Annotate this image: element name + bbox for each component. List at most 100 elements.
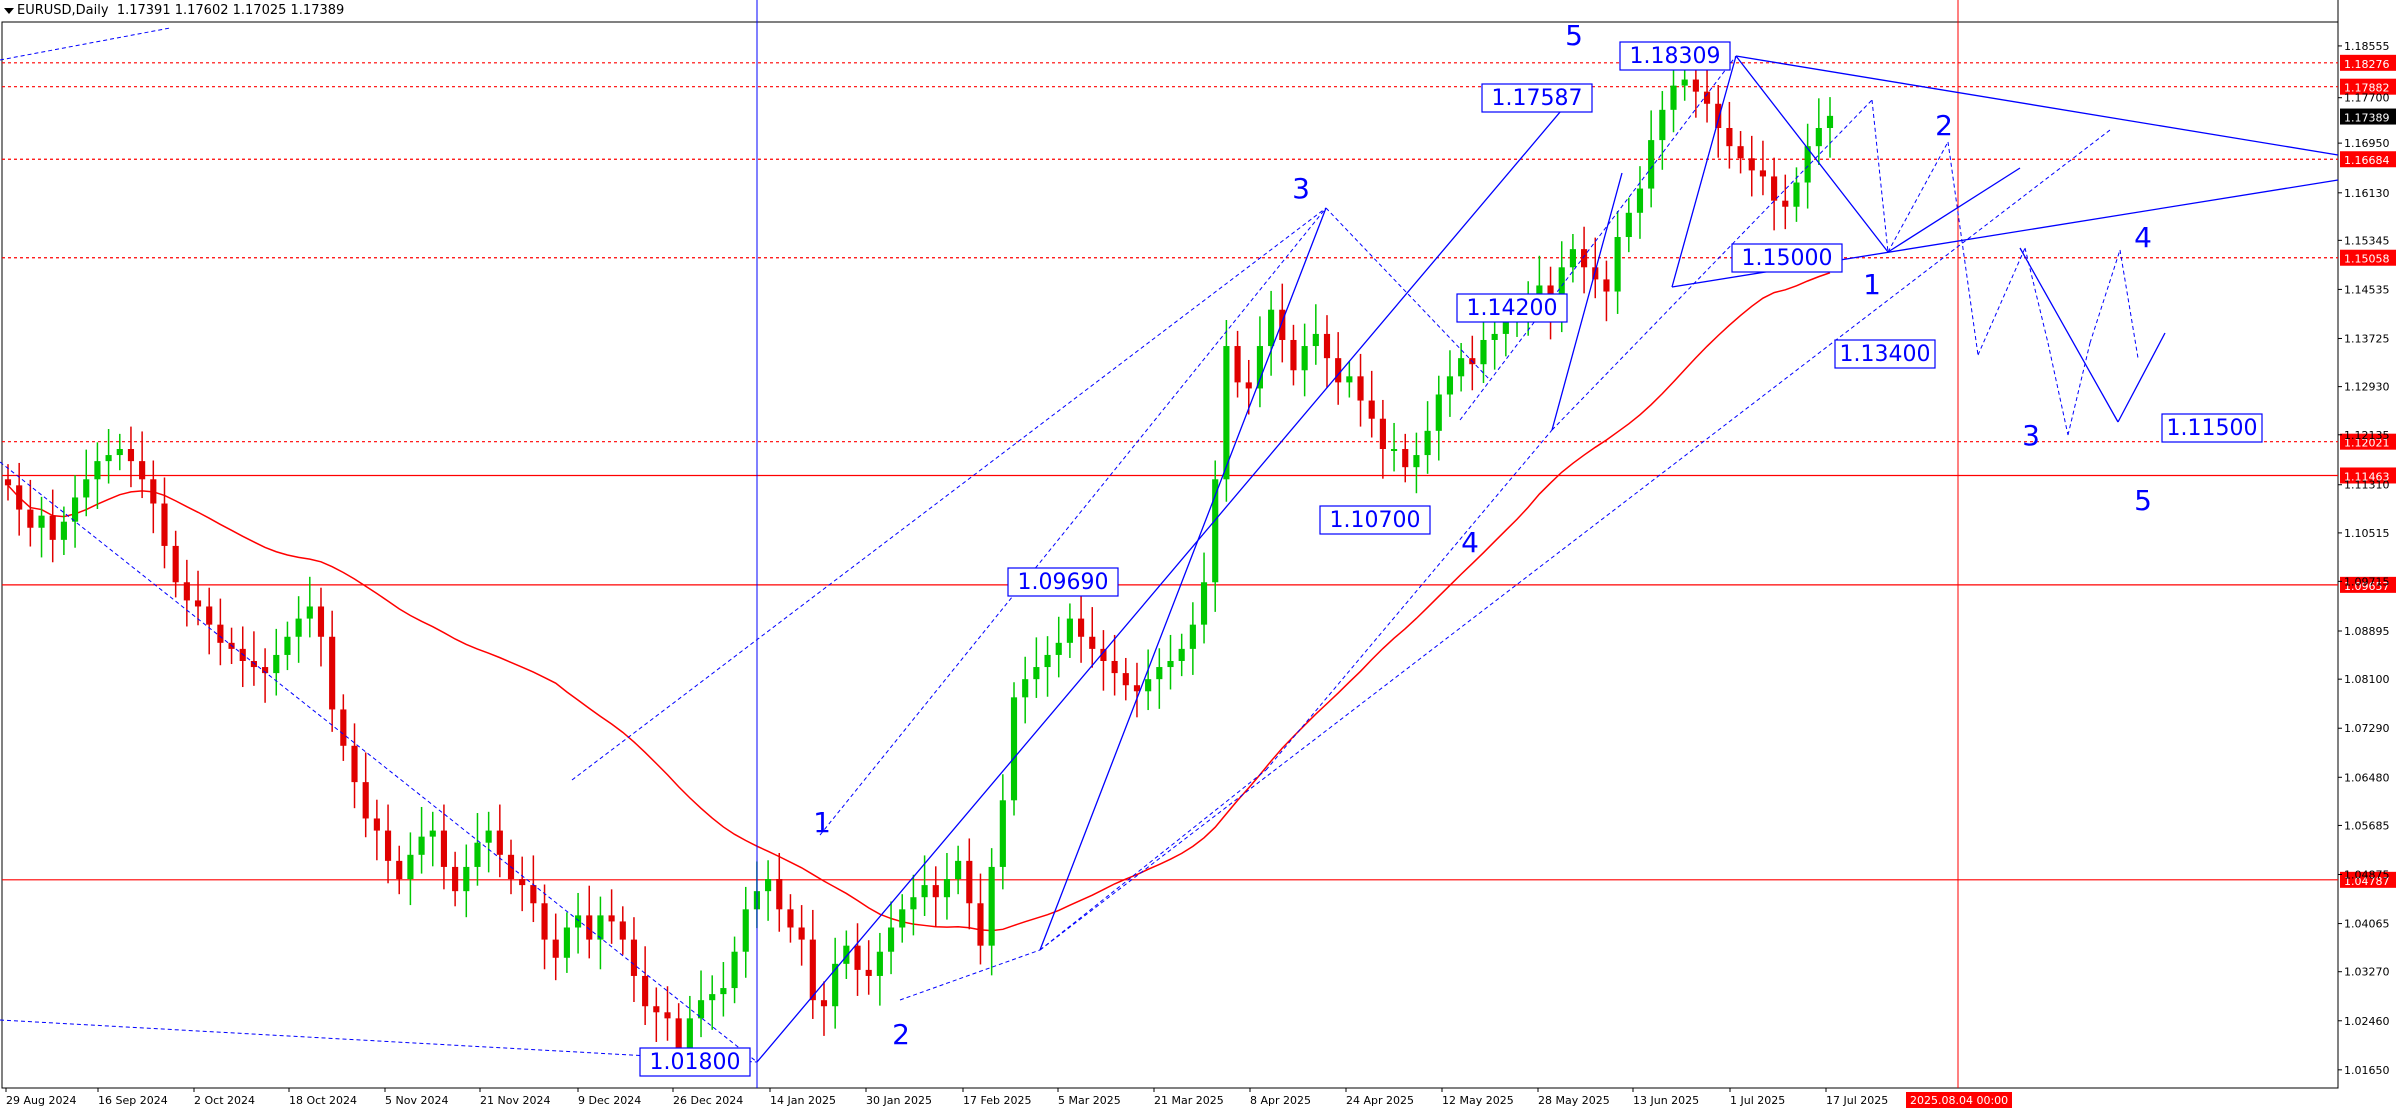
candle-body (1659, 109, 1666, 141)
x-highlight-box (1906, 1092, 2012, 1108)
candle-body (563, 927, 570, 958)
trend-line-dashed (1265, 429, 1553, 771)
trend-lines (0, 0, 2339, 1088)
level-price-label: 1.16684 (2344, 154, 2390, 167)
candle-body (1625, 212, 1632, 238)
candle-body (1055, 642, 1062, 655)
candle-body (519, 879, 526, 886)
candle-body (843, 945, 850, 964)
annotation-label: 1.13400 (1840, 342, 1931, 367)
level-price-label: 1.12021 (2344, 437, 2390, 450)
candle-body (351, 745, 358, 783)
candle-body (1312, 333, 1319, 347)
candle-body (630, 939, 638, 976)
annotation-label: 1.01800 (650, 1050, 741, 1075)
wave-label: 2 (1935, 109, 1953, 142)
dropdown-triangle-icon[interactable] (4, 7, 14, 14)
candle-body (1502, 321, 1509, 334)
candle-body (854, 945, 861, 970)
candle-body (139, 461, 146, 480)
y-tick-label: 1.02460 (2344, 1015, 2390, 1028)
x-tick-label: 9 Dec 2024 (578, 1094, 641, 1107)
x-tick-label: 8 Apr 2025 (1250, 1094, 1311, 1107)
candle-body (362, 782, 369, 819)
candle-body (1446, 376, 1454, 395)
candle-body (608, 915, 615, 922)
candle-body (4, 479, 12, 486)
wave-label: 3 (1292, 172, 1310, 205)
candle-body (876, 951, 883, 976)
level-price-label: 1.18276 (2344, 58, 2390, 71)
candle-body (809, 939, 816, 1001)
y-tick-label: 1.17700 (2344, 92, 2390, 105)
level-price-label: 1.15058 (2344, 253, 2390, 266)
x-tick-label: 16 Sep 2024 (98, 1094, 168, 1107)
candle-body (619, 921, 626, 940)
candle-body (49, 515, 56, 540)
candle-body (1156, 667, 1163, 680)
trend-line (1887, 167, 2021, 253)
annotation-box (1319, 505, 1431, 535)
candle-body (1335, 358, 1342, 383)
candle-body (474, 842, 481, 867)
candle-body (1189, 624, 1196, 649)
trend-line-dashed (0, 1019, 758, 1063)
candle-body (183, 582, 190, 601)
candle-body (373, 818, 380, 831)
trend-line-dashed (1871, 99, 1889, 253)
candle-body (194, 600, 202, 607)
trend-line-dashed (571, 207, 1327, 781)
y-tick-label: 1.10515 (2344, 527, 2390, 540)
candle-body (742, 909, 749, 952)
x-tick-label: 30 Jan 2025 (866, 1094, 932, 1107)
trend-line (756, 91, 1578, 1063)
x-tick-label: 21 Mar 2025 (1154, 1094, 1224, 1107)
wave-label: 3 (2022, 419, 2040, 452)
candle-body (1268, 309, 1275, 347)
annotation-label: 1.10700 (1330, 508, 1421, 533)
annotation-box (1007, 567, 1119, 597)
candle-body (1346, 376, 1353, 383)
y-tick-label: 1.06480 (2344, 771, 2390, 784)
trend-line-dashed (2089, 249, 2121, 344)
symbol-label: EURUSD,Daily (17, 3, 109, 18)
trend-line-dashed (2067, 342, 2091, 436)
annotation-label: 1.15000 (1742, 246, 1833, 271)
x-tick-label: 28 May 2025 (1538, 1094, 1610, 1107)
wave-label: 1 (1863, 268, 1881, 301)
candle-body (574, 915, 582, 928)
candle-body (1737, 146, 1744, 159)
trend-line-dashed (0, 461, 758, 1063)
ohlc-label: 1.17391 1.17602 1.17025 1.17389 (116, 3, 345, 18)
y-tick-label: 1.12135 (2344, 429, 2390, 442)
candle-body (452, 866, 459, 892)
candle-body (1435, 394, 1442, 431)
candle-body (1022, 679, 1029, 698)
trend-line (2117, 332, 2166, 423)
candle-body (541, 903, 548, 940)
trend-line-dashed (1459, 55, 1737, 421)
candle-body (1603, 279, 1610, 292)
candle-body (1066, 618, 1073, 643)
candle-body (921, 885, 928, 898)
candle-body (1078, 618, 1085, 637)
candle-body (653, 1006, 660, 1013)
candle-body (116, 449, 123, 456)
candle-body (1614, 237, 1621, 292)
level-price-label: 1.04787 (2344, 875, 2390, 888)
candle-body (295, 618, 302, 637)
candle-body (1402, 449, 1409, 468)
candle-body (686, 1018, 693, 1049)
candle-body (1692, 79, 1699, 92)
candle-body (127, 449, 135, 462)
candle-body (1782, 200, 1789, 207)
y-tick-label: 1.13725 (2344, 332, 2390, 345)
annotation-box (1456, 293, 1568, 323)
candle-body (83, 479, 90, 498)
candle-body (910, 897, 917, 910)
candle-body (1804, 146, 1811, 183)
candle-body (340, 709, 347, 746)
price-annotations: 1.01800 1.09690 1.17587 1.18309 1.14200 1.107… (639, 41, 2263, 1077)
x-highlight-label: 2025.08.04 00:00 (1910, 1094, 2008, 1107)
